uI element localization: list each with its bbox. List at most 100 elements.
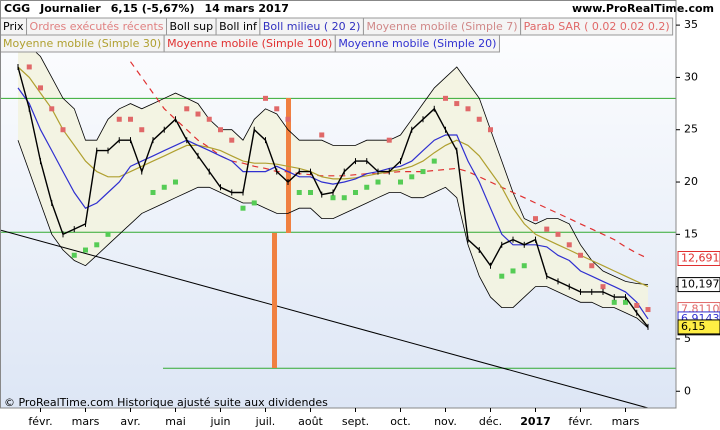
y-tick-label: 5 bbox=[684, 332, 691, 345]
last-value-label: 6,15 bbox=[681, 320, 706, 333]
sar-dot bbox=[431, 158, 437, 164]
x-tick-label: déc. bbox=[479, 415, 502, 428]
legend-label: Boll inf bbox=[219, 20, 258, 33]
x-tick-label: juil. bbox=[255, 415, 276, 428]
x-tick-label: mai bbox=[165, 415, 186, 428]
band-fill bbox=[18, 35, 648, 328]
header-period: Journalier bbox=[39, 2, 101, 15]
sar-dot bbox=[533, 216, 538, 222]
sar-dot bbox=[409, 174, 415, 180]
sar-dot bbox=[218, 127, 223, 133]
sar-dot bbox=[488, 127, 493, 133]
x-tick-label: mars bbox=[612, 415, 640, 428]
sar-dot bbox=[94, 242, 100, 248]
last-value-box bbox=[677, 250, 720, 266]
legend-label: Prix bbox=[3, 20, 24, 33]
x-tick-label: oct. bbox=[390, 415, 411, 428]
sar-dot bbox=[206, 116, 212, 122]
sar-dot bbox=[600, 284, 606, 290]
x-tick-label: févr. bbox=[568, 415, 592, 428]
sar-dot bbox=[499, 273, 505, 279]
legend-box[interactable] bbox=[334, 34, 500, 53]
sar-dot bbox=[544, 226, 550, 232]
sar-dot bbox=[555, 231, 561, 237]
x-tick-label: août bbox=[298, 415, 323, 428]
legend-box[interactable] bbox=[520, 17, 674, 36]
sar-dot bbox=[375, 179, 381, 185]
y-tick-label: 0 bbox=[684, 384, 691, 397]
x-tick-label: sept. bbox=[342, 415, 369, 428]
sar-dot bbox=[578, 252, 583, 258]
sar-dot bbox=[161, 184, 167, 190]
header-bg bbox=[0, 0, 720, 18]
legend-label: Moyenne mobile (Simple 30) bbox=[3, 37, 161, 50]
sar-dot bbox=[353, 189, 358, 195]
sar-dot bbox=[386, 137, 392, 143]
last-value-box bbox=[677, 319, 720, 335]
sar-dot bbox=[83, 247, 88, 253]
sar-dot bbox=[263, 95, 268, 101]
legend-label: Boll milieu ( 20 2) bbox=[263, 20, 361, 33]
sar-dot bbox=[38, 85, 43, 91]
legend-label: Boll sup bbox=[170, 20, 214, 33]
sar-dot bbox=[71, 252, 77, 258]
legend-label: Ordres exécutés récents bbox=[30, 20, 164, 33]
indicator-line bbox=[17, 87, 649, 320]
y-tick-label: 15 bbox=[684, 227, 698, 240]
sar-dot bbox=[319, 132, 325, 138]
x-tick-label: mars bbox=[72, 415, 100, 428]
header-quote: 6,15 (-5,67%) bbox=[111, 2, 195, 15]
sar-dot bbox=[566, 242, 572, 248]
sar-dot bbox=[184, 106, 190, 112]
sar-dot bbox=[26, 64, 32, 70]
y-tick-label: 35 bbox=[684, 18, 698, 31]
sar-dot bbox=[420, 169, 426, 175]
x-tick-label: 2017 bbox=[520, 415, 551, 428]
legend-label: Moyenne mobile (Simple 100) bbox=[167, 37, 332, 50]
site: www.ProRealTime.com bbox=[572, 2, 714, 15]
x-tick-label: avr. bbox=[120, 415, 140, 428]
band-line bbox=[17, 140, 649, 329]
plot-frame bbox=[0, 0, 677, 409]
legend-label: Moyenne mobile (Simple 7) bbox=[366, 20, 517, 33]
legend-label: Parab SAR ( 0.02 0.02 0.2) bbox=[524, 20, 670, 33]
sar-dot bbox=[521, 263, 527, 269]
sar-dot bbox=[443, 95, 448, 101]
sar-dot bbox=[476, 116, 482, 122]
band-line bbox=[17, 35, 649, 285]
sar-dot bbox=[49, 106, 55, 112]
sar-dot bbox=[116, 116, 122, 122]
y-tick-label: 30 bbox=[684, 70, 698, 83]
sar-dot bbox=[398, 179, 403, 185]
x-tick-label: févr. bbox=[28, 415, 52, 428]
sar-dot bbox=[285, 116, 291, 122]
sar-dot bbox=[128, 116, 133, 122]
x-tick-label: juin bbox=[209, 415, 230, 428]
sar-dot bbox=[589, 263, 595, 269]
legend-label: Moyenne mobile (Simple 20) bbox=[338, 37, 496, 50]
sar-dot bbox=[60, 127, 66, 133]
drawing-bar bbox=[286, 98, 291, 233]
sar-dot bbox=[195, 111, 201, 117]
sar-dot bbox=[364, 184, 370, 190]
footer: © ProRealTime.com Historique ajusté suit… bbox=[4, 396, 328, 409]
sar-dot bbox=[240, 205, 246, 211]
header-title: CGG bbox=[4, 2, 30, 15]
sar-dot bbox=[308, 189, 313, 195]
sar-dot bbox=[645, 307, 651, 313]
indicator-line bbox=[17, 66, 649, 288]
sar-dot bbox=[510, 268, 516, 274]
sar-dot bbox=[139, 127, 145, 133]
sar-dot bbox=[623, 299, 628, 305]
sar-dot bbox=[634, 302, 640, 308]
last-value-label: 12,691 bbox=[681, 251, 720, 264]
last-value-box bbox=[677, 277, 720, 293]
sar-dot bbox=[251, 200, 257, 206]
y-tick-label: 25 bbox=[684, 123, 698, 136]
sar-dot bbox=[330, 195, 336, 201]
header-date: 14 mars 2017 bbox=[205, 2, 289, 15]
sar-dot bbox=[105, 231, 111, 237]
sar-dot bbox=[229, 137, 235, 143]
x-tick-label: nov. bbox=[434, 415, 457, 428]
